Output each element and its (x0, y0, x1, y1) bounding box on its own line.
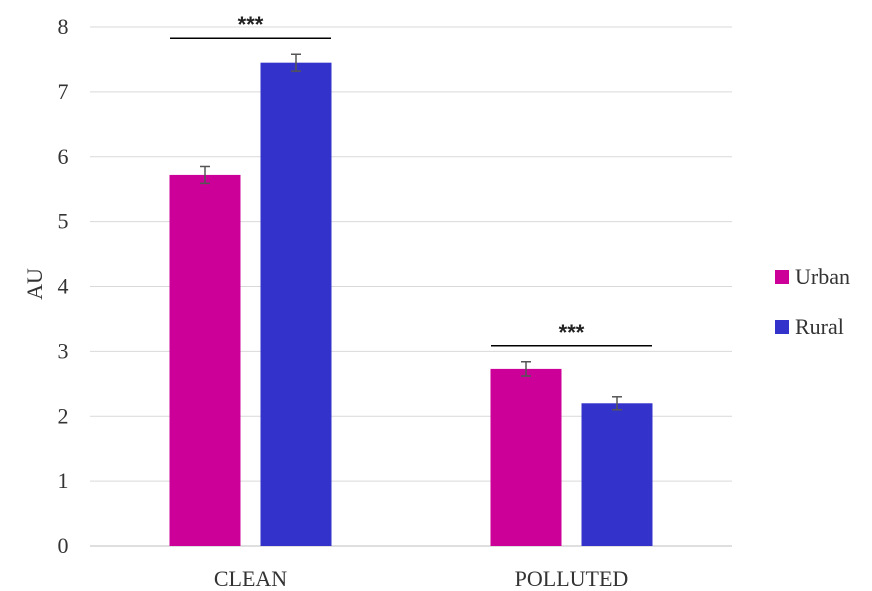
bars (169, 62, 653, 547)
x-axis-categories: CLEAN POLLUTED (214, 566, 628, 591)
significance-stars: *** (559, 320, 585, 345)
x-category-label: POLLUTED (515, 566, 629, 591)
bar-rural-clean (260, 62, 332, 547)
bar-urban-polluted (490, 368, 562, 546)
x-category-label: CLEAN (214, 566, 287, 591)
y-tick-label: 8 (58, 14, 69, 39)
y-tick-label: 1 (58, 468, 69, 493)
y-tick-label: 6 (58, 144, 69, 169)
y-tick-label: 7 (58, 79, 69, 104)
y-tick-label: 0 (58, 533, 69, 558)
y-tick-label: 3 (58, 338, 69, 363)
legend-label-urban: Urban (795, 264, 850, 289)
legend-label-rural: Rural (795, 314, 844, 339)
legend-swatch-rural (775, 320, 789, 334)
y-tick-label: 4 (58, 274, 69, 299)
legend: Urban Rural (775, 264, 850, 339)
y-axis-title: AU (22, 268, 47, 300)
error-bars (200, 53, 622, 411)
y-tick-label: 2 (58, 403, 69, 428)
y-axis-ticks: 0 1 2 3 4 5 6 7 8 (58, 14, 69, 558)
bar-rural-polluted (581, 403, 653, 546)
legend-swatch-urban (775, 270, 789, 284)
bar-urban-clean (169, 174, 241, 547)
significance-annotations: *** *** (170, 12, 652, 347)
y-tick-label: 5 (58, 209, 69, 234)
significance-stars: *** (238, 12, 264, 37)
